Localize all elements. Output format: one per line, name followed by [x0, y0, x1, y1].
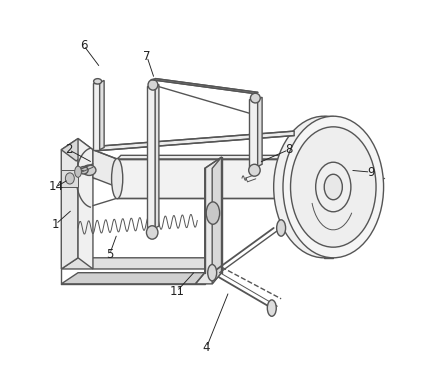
Ellipse shape [299, 153, 312, 204]
Ellipse shape [274, 116, 374, 258]
Ellipse shape [291, 127, 376, 247]
Polygon shape [78, 138, 93, 269]
Ellipse shape [79, 166, 88, 174]
Polygon shape [100, 80, 104, 150]
Ellipse shape [250, 93, 260, 103]
Polygon shape [117, 155, 298, 159]
Polygon shape [155, 85, 159, 228]
Ellipse shape [316, 162, 351, 212]
Polygon shape [61, 273, 222, 284]
Ellipse shape [206, 202, 220, 224]
Polygon shape [61, 138, 93, 161]
Polygon shape [61, 258, 222, 269]
Text: 2: 2 [65, 143, 73, 156]
Ellipse shape [66, 173, 74, 184]
Ellipse shape [147, 226, 158, 239]
Text: 7: 7 [143, 50, 151, 63]
Polygon shape [294, 153, 305, 204]
Text: 8: 8 [285, 143, 292, 156]
Polygon shape [151, 79, 258, 94]
Ellipse shape [82, 165, 96, 175]
Ellipse shape [75, 166, 82, 177]
Text: 5: 5 [106, 248, 113, 261]
Polygon shape [147, 86, 155, 228]
Polygon shape [249, 99, 258, 166]
Text: 1: 1 [52, 218, 59, 231]
Ellipse shape [208, 264, 217, 281]
Polygon shape [61, 138, 78, 269]
Polygon shape [212, 157, 222, 284]
Polygon shape [258, 97, 262, 166]
Ellipse shape [112, 159, 123, 199]
Ellipse shape [249, 164, 260, 176]
Text: 14: 14 [48, 181, 63, 193]
Ellipse shape [93, 79, 101, 84]
Text: 11: 11 [169, 285, 184, 298]
Ellipse shape [267, 300, 276, 316]
Ellipse shape [283, 116, 384, 258]
Polygon shape [195, 157, 222, 284]
Ellipse shape [276, 220, 286, 236]
Text: 4: 4 [203, 341, 210, 354]
Text: 9: 9 [367, 166, 374, 179]
Ellipse shape [324, 174, 342, 200]
Polygon shape [117, 159, 294, 198]
Ellipse shape [148, 80, 158, 90]
Polygon shape [101, 131, 294, 150]
Polygon shape [61, 170, 78, 187]
Polygon shape [93, 83, 100, 150]
Text: 6: 6 [80, 39, 87, 52]
Polygon shape [93, 150, 117, 187]
